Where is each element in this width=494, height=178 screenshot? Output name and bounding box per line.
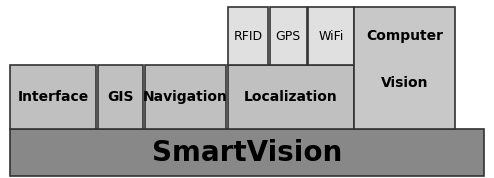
Text: Navigation: Navigation: [143, 90, 228, 104]
Bar: [10, 65, 96, 129]
Text: GPS: GPS: [276, 30, 301, 43]
Bar: [354, 7, 455, 129]
Text: WiFi: WiFi: [319, 30, 344, 43]
Bar: [10, 129, 484, 176]
Bar: [270, 7, 307, 65]
Bar: [228, 65, 354, 129]
Bar: [228, 7, 268, 65]
Bar: [308, 7, 354, 65]
Bar: [145, 65, 226, 129]
Text: Interface: Interface: [17, 90, 89, 104]
Text: Computer: Computer: [367, 29, 443, 43]
Bar: [98, 65, 143, 129]
Text: SmartVision: SmartVision: [152, 139, 342, 167]
Text: Vision: Vision: [381, 76, 429, 90]
Text: GIS: GIS: [107, 90, 134, 104]
Text: Localization: Localization: [244, 90, 337, 104]
Text: RFID: RFID: [234, 30, 262, 43]
